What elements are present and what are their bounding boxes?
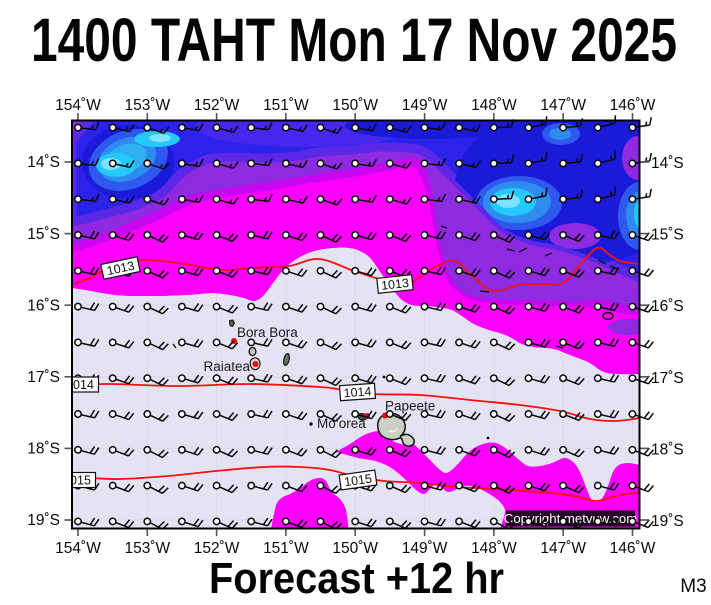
svg-text:149˚W: 149˚W xyxy=(402,540,448,557)
svg-text:15˚S: 15˚S xyxy=(27,226,60,243)
svg-text:Mo’orea: Mo’orea xyxy=(317,416,366,431)
svg-text:1400 TAHT Mon 17 Nov 2025: 1400 TAHT Mon 17 Nov 2025 xyxy=(31,6,677,74)
svg-text:154˚W: 154˚W xyxy=(55,540,101,557)
svg-text:1013: 1013 xyxy=(380,276,409,293)
svg-text:18˚S: 18˚S xyxy=(27,441,60,458)
svg-text:1014: 1014 xyxy=(66,378,94,392)
svg-text:19˚S: 19˚S xyxy=(651,513,684,530)
svg-text:Raiatea: Raiatea xyxy=(203,359,250,374)
svg-text:150˚W: 150˚W xyxy=(332,97,378,114)
svg-text:149˚W: 149˚W xyxy=(402,97,448,114)
svg-text:147˚W: 147˚W xyxy=(540,97,586,114)
svg-text:1015: 1015 xyxy=(343,472,373,490)
svg-text:150˚W: 150˚W xyxy=(332,540,378,557)
svg-text:148˚W: 148˚W xyxy=(471,97,517,114)
svg-text:16˚S: 16˚S xyxy=(651,298,684,315)
svg-text:Papeete: Papeete xyxy=(385,399,435,414)
svg-text:151˚W: 151˚W xyxy=(263,540,309,557)
svg-text:17˚S: 17˚S xyxy=(651,370,684,387)
svg-text:146˚W: 146˚W xyxy=(610,540,656,557)
svg-text:Forecast +12 hr: Forecast +12 hr xyxy=(209,554,504,600)
svg-text:1013: 1013 xyxy=(106,259,136,278)
svg-text:19˚S: 19˚S xyxy=(27,512,60,529)
svg-text:14˚S: 14˚S xyxy=(651,155,684,172)
svg-text:153˚W: 153˚W xyxy=(124,97,170,114)
svg-text:M3: M3 xyxy=(680,576,706,597)
svg-text:153˚W: 153˚W xyxy=(124,540,170,557)
svg-text:147˚W: 147˚W xyxy=(540,540,586,557)
svg-text:14˚S: 14˚S xyxy=(27,154,60,171)
svg-text:152˚W: 152˚W xyxy=(194,540,240,557)
svg-text:151˚W: 151˚W xyxy=(263,97,309,114)
svg-text:18˚S: 18˚S xyxy=(651,441,684,458)
svg-text:148˚W: 148˚W xyxy=(471,540,517,557)
svg-text:16˚S: 16˚S xyxy=(27,297,60,314)
svg-text:17˚S: 17˚S xyxy=(27,369,60,386)
svg-text:154˚W: 154˚W xyxy=(55,97,101,114)
svg-text:Bora Bora: Bora Bora xyxy=(237,325,298,340)
svg-text:146˚W: 146˚W xyxy=(610,97,656,114)
svg-text:1015: 1015 xyxy=(63,473,91,487)
svg-text:152˚W: 152˚W xyxy=(194,97,240,114)
svg-text:Copyright metvuw.com: Copyright metvuw.com xyxy=(504,511,637,526)
svg-text:1014: 1014 xyxy=(343,384,372,400)
svg-text:15˚S: 15˚S xyxy=(651,227,684,244)
